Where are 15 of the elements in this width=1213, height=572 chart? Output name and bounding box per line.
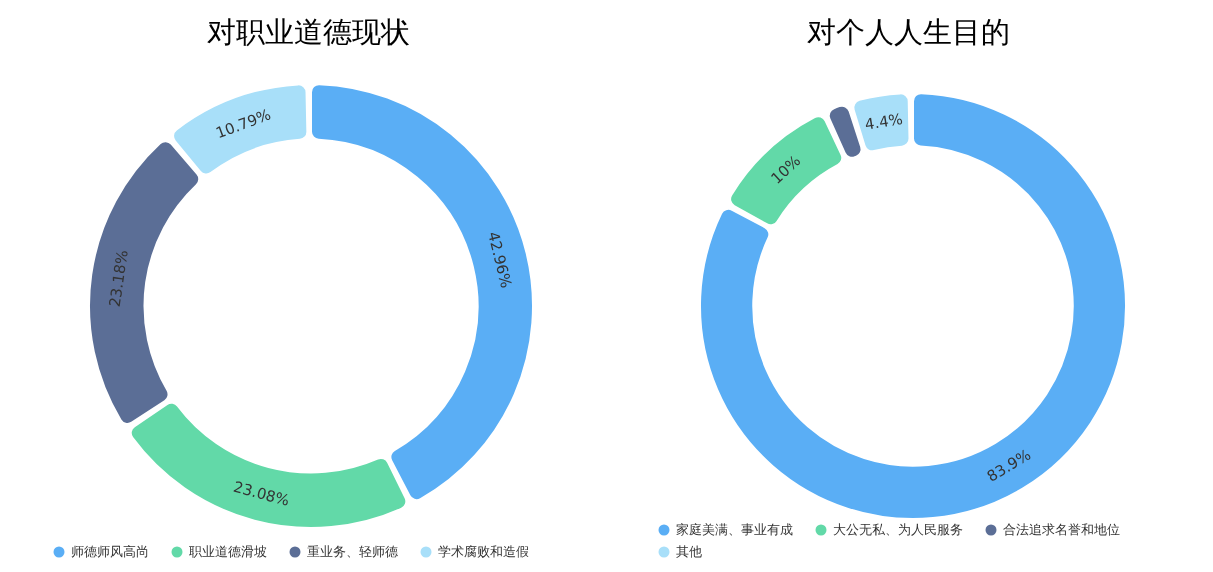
legend-label: 其他: [676, 543, 702, 561]
legend-label: 合法追求名誉和地位: [1003, 521, 1120, 539]
legend-label: 大公无私、为人民服务: [833, 521, 963, 539]
legend-label: 家庭美满、事业有成: [676, 521, 793, 539]
data-label: 42.96%: [484, 230, 516, 290]
legend-label: 重业务、轻师德: [307, 543, 398, 561]
legend-label: 学术腐败和造假: [438, 543, 529, 561]
legend-label: 职业道德滑坡: [189, 543, 267, 561]
data-label: 23.08%: [231, 477, 292, 510]
chart-title: 对个人人生目的: [805, 14, 1011, 51]
legend-label: 师德师风高尚: [71, 543, 149, 561]
donut-slice: [699, 92, 1127, 520]
data-label: 4.4%: [863, 110, 905, 134]
data-label: 23.18%: [105, 249, 132, 309]
chart-title: 对职业道德现状: [205, 14, 411, 51]
